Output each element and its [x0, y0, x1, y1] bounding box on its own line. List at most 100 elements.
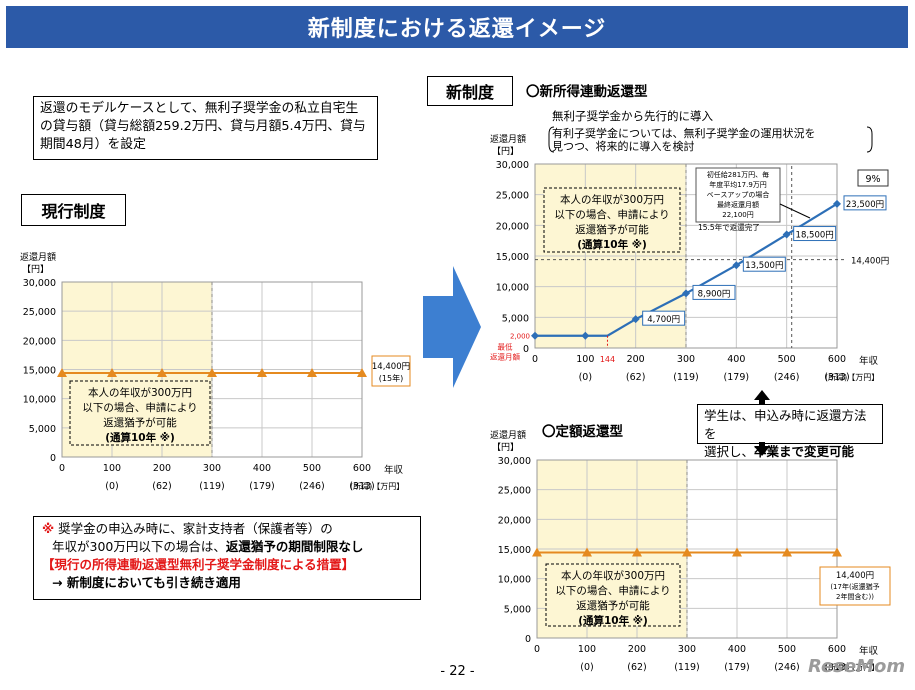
point-label: 8,900円 — [698, 289, 731, 299]
min-label-2: 返還月額 — [490, 352, 520, 362]
rate-label: 9% — [865, 174, 880, 185]
data-point — [581, 331, 590, 340]
data-point — [732, 261, 741, 270]
deferral-text: (通算10年 ※) — [105, 431, 175, 444]
y-axis-label: 返還月額 — [490, 133, 526, 145]
subtitle-bracket-left — [548, 126, 555, 153]
x-tick-label: 300 — [677, 354, 695, 365]
x-income-label: (119) — [673, 372, 699, 383]
data-point — [157, 368, 167, 377]
chart-title: 〇定額返還型 — [542, 423, 623, 440]
deferral-text: 以下の場合、申請により — [555, 584, 670, 597]
x-tick-label: 100 — [103, 463, 121, 474]
y-tick-label: 5,000 — [29, 424, 56, 435]
data-point — [532, 547, 542, 557]
note-line4: → 新制度においても引き続き適用 — [42, 574, 412, 592]
x-axis-label: 年収 — [384, 464, 404, 476]
new-system-label: 新制度 — [445, 83, 494, 102]
y-tick-label: 25,000 — [496, 191, 529, 202]
annotation-text: 22,100円 — [722, 211, 754, 219]
x-income-label: (246) — [299, 481, 325, 492]
deferral-box — [545, 563, 681, 627]
deferral-text: 本人の年収が300万円 — [560, 193, 664, 206]
data-point — [682, 547, 692, 557]
end-label-box — [371, 355, 411, 387]
x-tick-label: 0 — [534, 644, 540, 655]
x-tick-label: 500 — [778, 354, 796, 365]
data-point — [682, 289, 690, 298]
note-line1: ※ 奨学金の申込み時に、家計支持者（保護者等）の — [42, 520, 412, 538]
data-point — [732, 547, 742, 557]
y-tick-label: 10,000 — [496, 283, 529, 294]
point-label-box — [692, 284, 736, 300]
note-mark: ※ — [42, 521, 55, 536]
y-axis-label: 返還月額 — [490, 429, 526, 441]
point-label-box — [793, 226, 837, 242]
subtitle-line3: 見つつ、将来的に導入を検討 — [552, 139, 695, 153]
y-tick-label: 25,000 — [23, 307, 56, 318]
x-tick-label: 200 — [153, 463, 171, 474]
x-tick-label: 600 — [828, 354, 846, 365]
x-axis-label: 年収 — [859, 355, 879, 367]
annotation-box — [695, 167, 781, 223]
data-point — [832, 547, 842, 557]
choice-line2-pre: 選択し、 — [704, 444, 755, 459]
point-label: 23,500円 — [846, 200, 884, 210]
x-tick-label: 300 — [678, 644, 696, 655]
x-tick-label: 300 — [203, 463, 221, 474]
plot-border — [534, 163, 838, 349]
model-case-box: 返還のモデルケースとして、無利子奨学金の私立自宅生の貸与額（貸与総額259.2万… — [33, 96, 378, 160]
x-income-label: (246) — [774, 372, 800, 383]
title-banner: 新制度における返還イメージ — [6, 6, 908, 48]
data-point — [257, 368, 267, 377]
y-tick-label: 10,000 — [498, 575, 531, 586]
y-tick-label: 0 — [523, 344, 529, 355]
x-income-label: (179) — [249, 481, 275, 492]
y-tick-label: 10,000 — [23, 395, 56, 406]
data-point — [531, 331, 539, 340]
annotation-pointer — [779, 203, 811, 219]
x-tick-label: 500 — [303, 463, 321, 474]
x-tick-label: 200 — [627, 354, 645, 365]
point-label: 18,500円 — [796, 231, 834, 241]
deferral-text: 本人の年収が300万円 — [561, 569, 665, 582]
annotation-text: 最終返還月額 — [717, 200, 759, 209]
deferral-text: (通算10年 ※) — [577, 238, 647, 251]
note-line4-pre: → 新制度においても — [52, 575, 166, 590]
data-point — [631, 315, 640, 324]
x-income-label: (62) — [152, 481, 172, 492]
end-label-years: (15年) — [379, 373, 403, 383]
end-label-years: (17年(返還猶予 — [830, 582, 879, 591]
chart-income-linked: 〇新所得連動返還型無利子奨学金から先行的に導入有利子奨学金については、無利子奨学… — [490, 84, 889, 383]
x-income-label: (246) — [774, 662, 800, 673]
reference-14400-label: 14,400円 — [851, 257, 889, 267]
x-tick-label: 0 — [59, 463, 65, 474]
y-tick-label: 20,000 — [498, 515, 531, 526]
x-tick-label: 400 — [728, 644, 746, 655]
y-axis-unit: 【円】 — [22, 264, 49, 275]
y-tick-label: 5,000 — [504, 604, 531, 615]
x-axis-label-2: (所得)【万円】 — [825, 372, 879, 382]
point-label: 13,500円 — [745, 261, 783, 271]
x-income-label: (0) — [580, 662, 593, 673]
y-tick-label: 0 — [525, 634, 531, 645]
x-income-label: (179) — [724, 662, 750, 673]
deferral-text: (通算10年 ※) — [578, 614, 648, 627]
page-title: 新制度における返還イメージ — [307, 17, 607, 42]
double-arrow-icon — [754, 390, 770, 456]
end-label-value: 14,400円 — [372, 362, 410, 372]
point-label: 4,700円 — [647, 315, 680, 325]
model-case-text: 返還のモデルケースとして、無利子奨学金の私立自宅生の貸与額（貸与総額259.2万… — [40, 101, 366, 152]
y-tick-label: 20,000 — [23, 336, 56, 347]
current-system-label-box: 現行制度 — [21, 194, 126, 226]
deferral-text: 以下の場合、申請により — [554, 208, 669, 221]
note-line2: 年収が300万円以下の場合は、返還猶予の期間制限なし — [42, 538, 412, 556]
x-income-label: (0) — [579, 372, 592, 383]
watermark-logo: ReseMom — [808, 656, 906, 677]
x-income-label: (313) — [349, 481, 375, 492]
data-point — [357, 368, 367, 377]
x-tick-label: 100 — [578, 644, 596, 655]
y-tick-label: 15,000 — [496, 252, 529, 263]
y-tick-label: 20,000 — [496, 221, 529, 232]
choice-line2-bold: 卒業まで変更可能 — [754, 444, 855, 459]
